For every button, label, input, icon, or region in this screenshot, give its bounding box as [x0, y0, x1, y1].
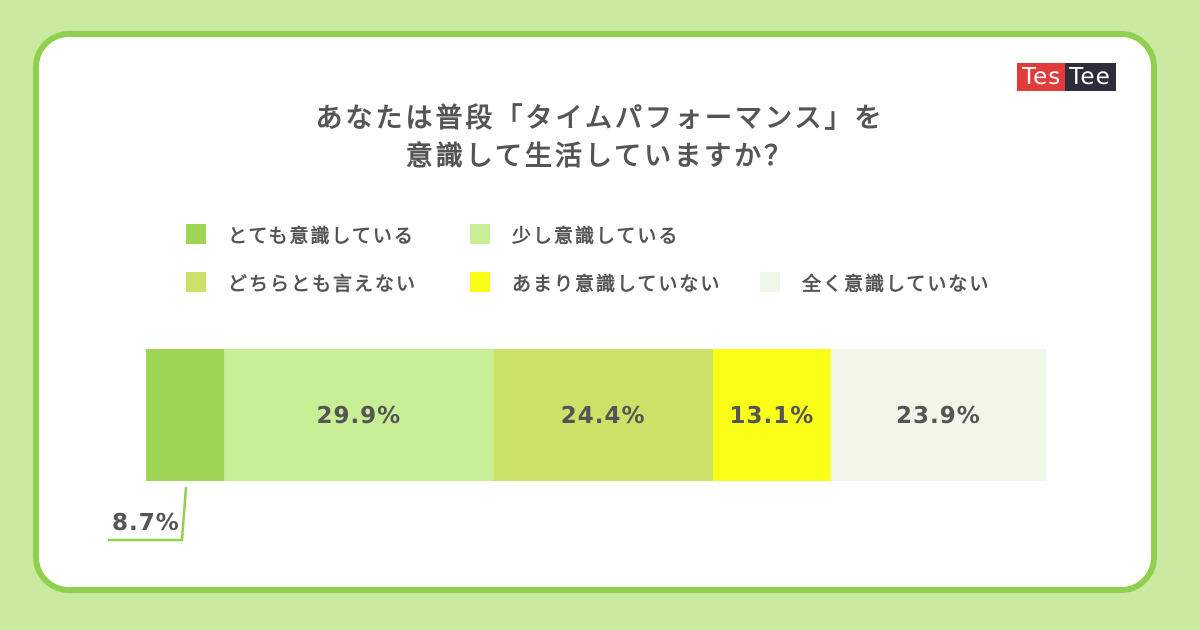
- chart-title-line-1: あなたは普段「タイムパフォーマンス」を: [315, 103, 885, 134]
- logo-part-1: Tes: [1017, 63, 1066, 91]
- legend-item-5: 全く意識していない: [760, 270, 991, 295]
- bar-segment-4: [713, 349, 831, 481]
- legend-label-2: 少し意識している: [512, 224, 680, 247]
- legend-swatch-5: [760, 272, 780, 292]
- bar-label-2: 29.9%: [316, 403, 401, 429]
- legend-item-2: 少し意識している: [470, 222, 680, 247]
- legend-item-4: あまり意識していない: [470, 270, 722, 295]
- legend-swatch-1: [186, 224, 206, 244]
- legend-swatch-2: [470, 224, 490, 244]
- legend-label-4: あまり意識していない: [512, 272, 722, 295]
- legend-label-5: 全く意識していない: [802, 272, 991, 295]
- legend-label-1: とても意識している: [228, 224, 415, 247]
- testee-logo: Tes Tee: [1017, 63, 1116, 91]
- legend-item-3: どちらとも言えない: [186, 270, 418, 295]
- legend-label-3: どちらとも言えない: [228, 272, 418, 295]
- legend-swatch-4: [470, 272, 490, 292]
- legend-swatch-3: [186, 272, 206, 292]
- logo-part-2: Tee: [1065, 63, 1116, 91]
- callout-line: [108, 486, 188, 542]
- chart-title: あなたは普段「タイムパフォーマンス」を 意識して生活していますか？: [0, 100, 1200, 176]
- chart-title-line-2: 意識して生活していますか？: [405, 141, 795, 172]
- bar-segment-1: [146, 349, 225, 481]
- bar-label-3: 24.4%: [561, 403, 646, 429]
- bar-label-5: 23.9%: [896, 403, 981, 429]
- bar-label-1: 8.7%: [112, 510, 180, 536]
- bar-segment-3: [493, 349, 713, 481]
- bar-segment-5: [830, 349, 1046, 481]
- bar-segment-2: [224, 349, 494, 481]
- chart-card: [33, 31, 1157, 593]
- legend-item-1: とても意識している: [186, 222, 415, 247]
- bar-label-4: 13.1%: [730, 403, 815, 429]
